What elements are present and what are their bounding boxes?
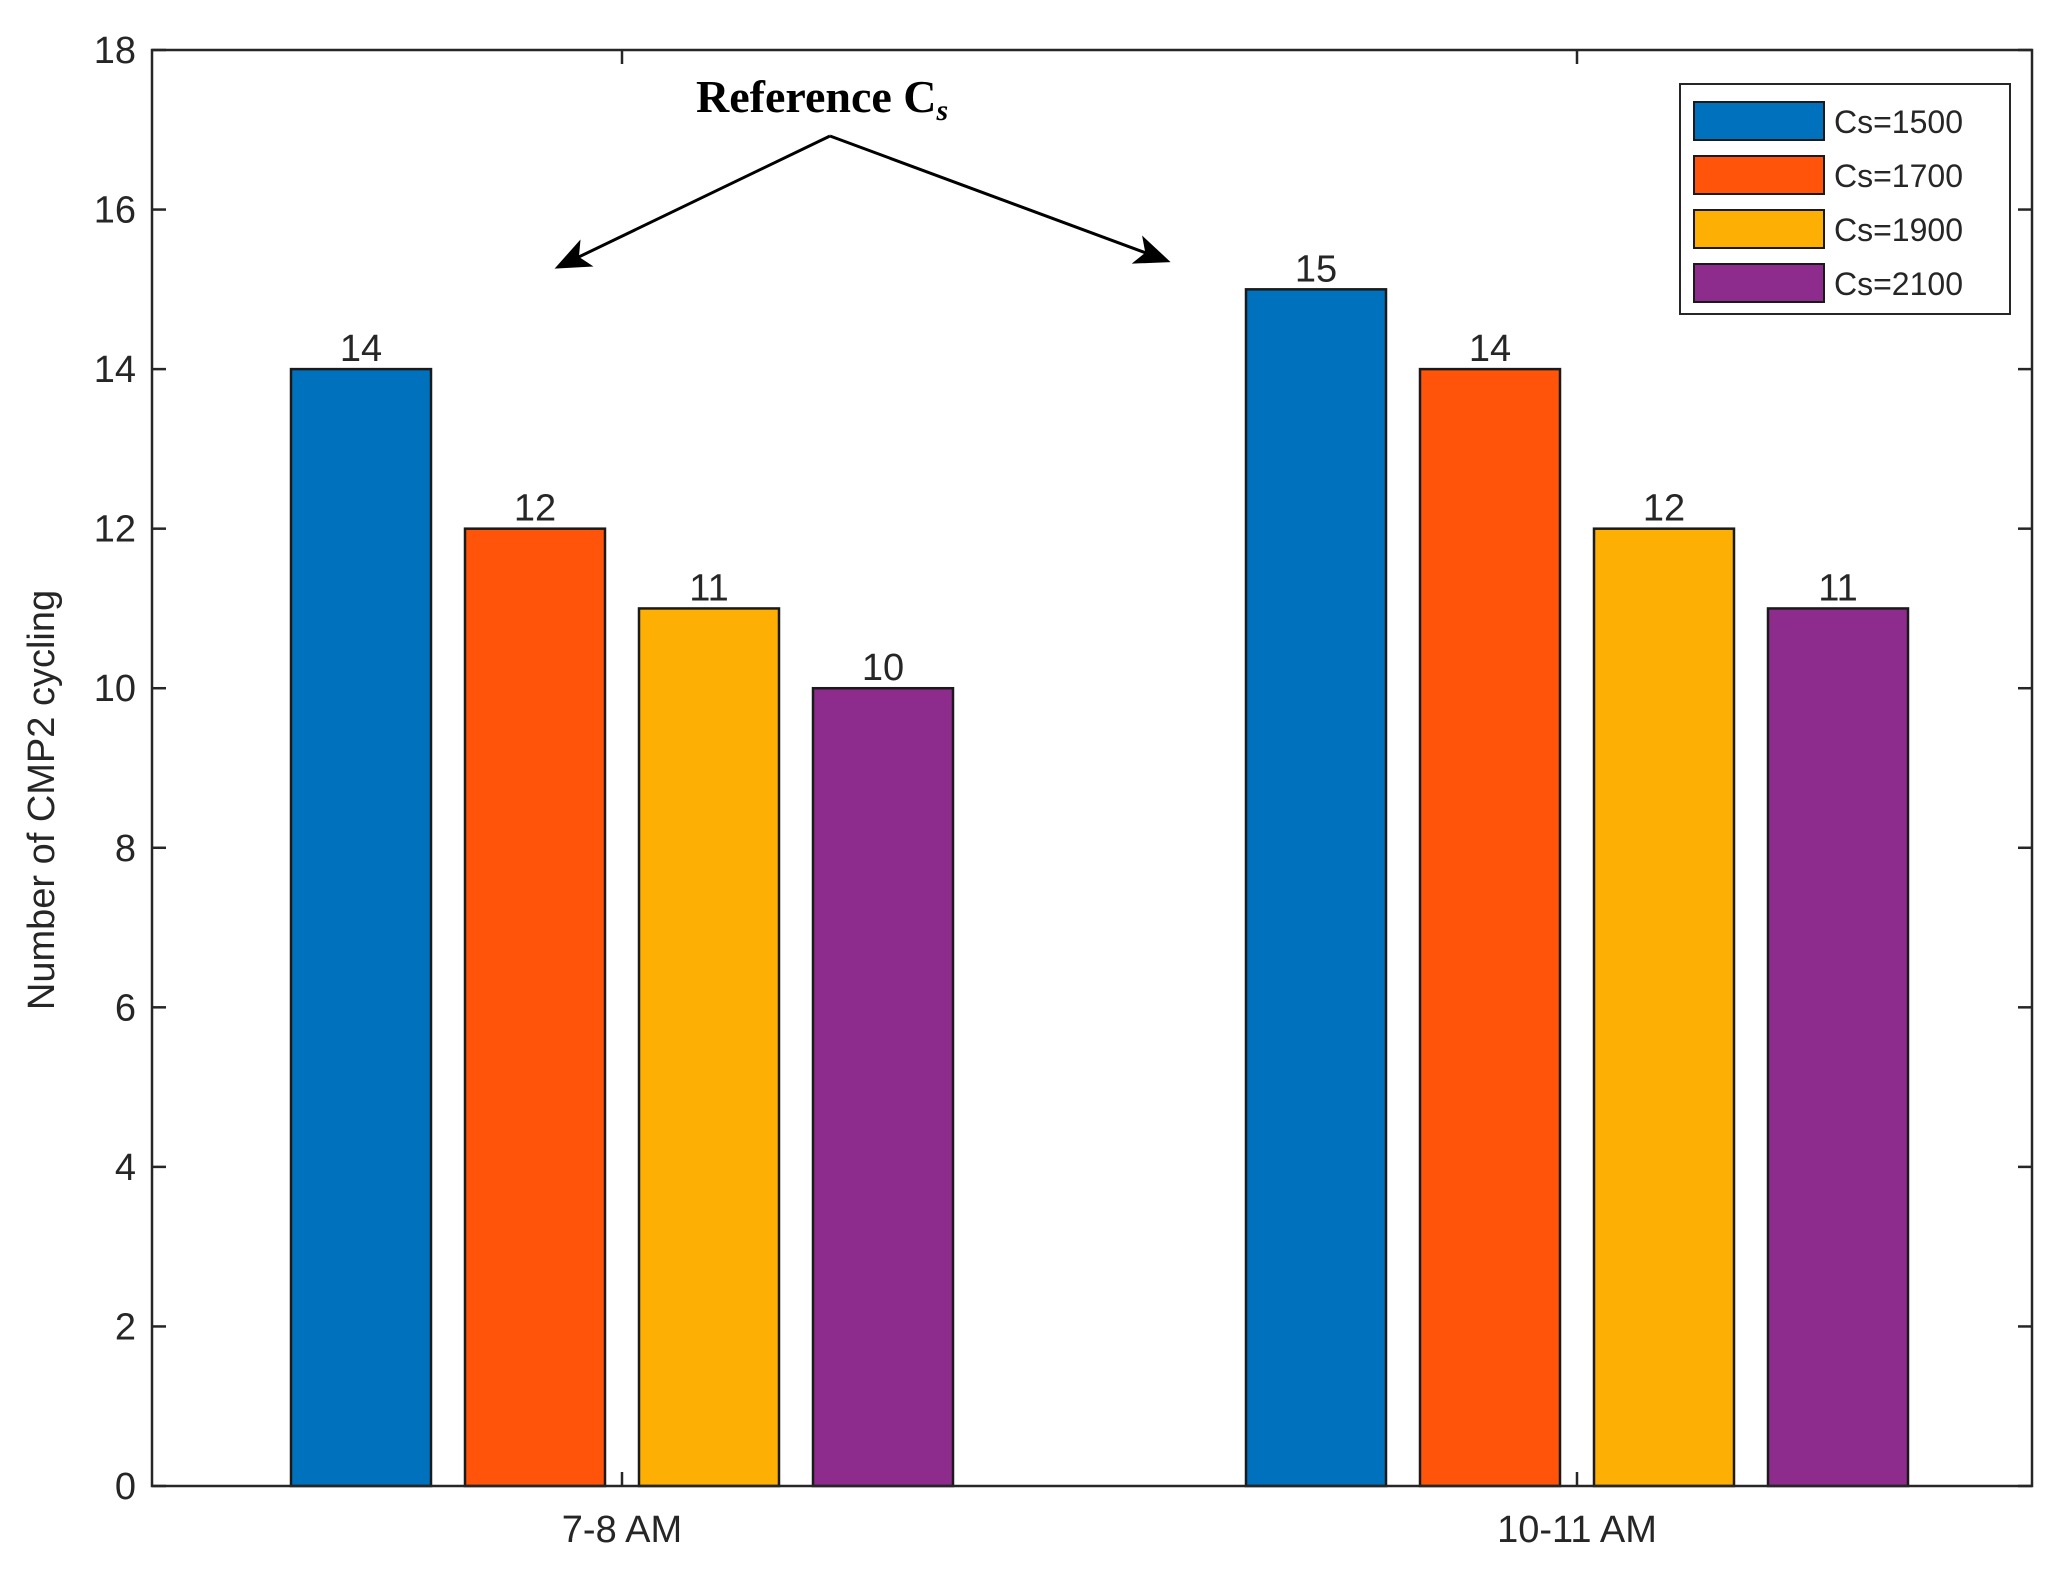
y-axis-label: Number of CMP2 cycling [21, 590, 63, 1010]
bar-cs-1700-1 [1418, 367, 1562, 1488]
bar-cs-1700-0 [463, 527, 607, 1488]
data-label-1-1: 14 [1469, 328, 1511, 370]
bar-cs-2100-1 [1766, 607, 1910, 1488]
ticks-group: 0 2 4 6 8 10 12 14 16 18 7-8 AM 10-11 AM [94, 30, 2032, 1551]
legend-swatch-1 [1693, 155, 1825, 195]
y-tick-label: 12 [94, 509, 136, 551]
legend: Cs=1500 Cs=1700 Cs=1900 Cs=2100 [1679, 83, 2011, 315]
bar-cs-1900-0 [637, 607, 781, 1488]
y-tick-label: 8 [115, 828, 136, 870]
data-label-1-0: 12 [514, 488, 556, 530]
data-label-2-0: 11 [689, 567, 728, 609]
data-label-3-0: 10 [862, 647, 904, 689]
annotation-reference-cs: Reference Cs [554, 71, 1171, 269]
y-tick-label: 14 [94, 349, 136, 391]
legend-entry-1: Cs=1700 [1834, 158, 1963, 194]
bars-group [289, 288, 1910, 1488]
bar-cs-2100-0 [811, 686, 955, 1488]
annotation-arrow-right [829, 134, 1171, 264]
x-tick-label: 10-11 AM [1497, 1509, 1657, 1551]
y-tick-label: 0 [115, 1466, 136, 1508]
data-labels-group: 14 15 12 14 11 12 10 11 [340, 248, 1858, 689]
y-tick-label: 16 [94, 190, 136, 232]
legend-entry-0: Cs=1500 [1834, 104, 1963, 140]
legend-entry-2: Cs=1900 [1834, 212, 1963, 248]
bar-cs-1500-1 [1244, 288, 1388, 1488]
x-tick-label: 7-8 AM [562, 1509, 682, 1551]
bar-cs-1900-1 [1592, 527, 1736, 1488]
data-label-2-1: 12 [1643, 488, 1685, 530]
data-label-0-0: 14 [340, 328, 382, 370]
data-label-3-1: 11 [1818, 567, 1857, 609]
y-tick-label: 4 [115, 1147, 136, 1189]
legend-swatch-3 [1693, 263, 1825, 303]
legend-swatch-2 [1693, 209, 1825, 249]
y-tick-label: 6 [115, 987, 136, 1029]
data-label-0-1: 15 [1295, 248, 1337, 290]
bar-cs-1500-0 [289, 367, 433, 1488]
annotation-text: Reference Cs [696, 71, 948, 127]
y-tick-label: 2 [115, 1306, 136, 1348]
legend-entry-3: Cs=2100 [1834, 266, 1963, 302]
axes-box [150, 48, 2034, 1488]
y-tick-label: 10 [94, 668, 136, 710]
axes-group [150, 48, 2034, 1488]
legend-swatch-0 [1693, 101, 1825, 141]
annotation-arrow-left [554, 134, 831, 269]
y-tick-label: 18 [94, 30, 136, 72]
